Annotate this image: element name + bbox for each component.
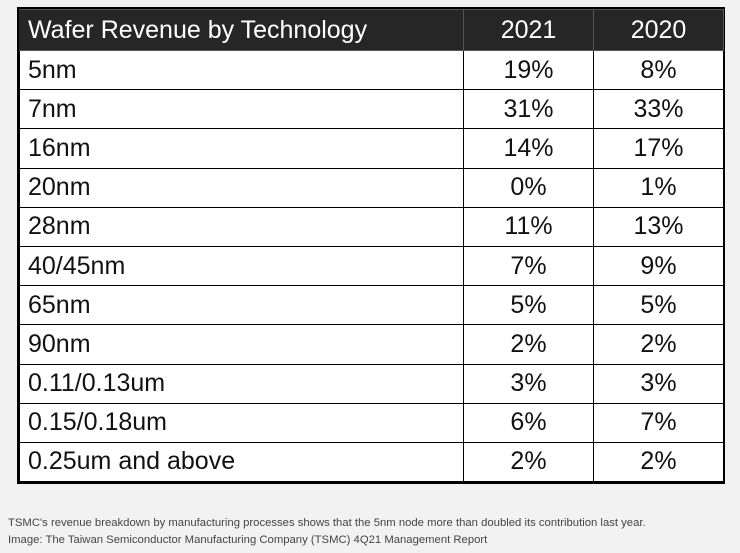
row-value-2020: 13%	[593, 206, 724, 247]
table-row: 0.25um and above 2% 2%	[19, 441, 724, 483]
table-row: 28nm 11% 13%	[19, 206, 724, 247]
row-value-2020: 3%	[593, 363, 724, 404]
table-row: 90nm 2% 2%	[19, 324, 724, 365]
row-value-2020: 8%	[593, 49, 724, 91]
header-year-2020: 2020	[593, 9, 724, 51]
row-value-2021: 0%	[463, 167, 594, 208]
row-value-2020: 33%	[593, 89, 724, 130]
row-value-2021: 6%	[463, 402, 594, 443]
row-value-2020: 5%	[593, 285, 724, 326]
header-year-2021: 2021	[463, 9, 594, 51]
row-value-2020: 2%	[593, 441, 724, 483]
row-technology: 0.11/0.13um	[19, 363, 464, 404]
row-value-2020: 2%	[593, 324, 724, 365]
table-header-row: Wafer Revenue by Technology 2021 2020	[19, 9, 724, 51]
row-value-2021: 2%	[463, 324, 594, 365]
row-value-2020: 7%	[593, 402, 724, 443]
header-technology: Wafer Revenue by Technology	[19, 9, 464, 51]
table-row: 16nm 14% 17%	[19, 128, 724, 169]
row-technology: 16nm	[19, 128, 464, 169]
row-value-2021: 11%	[463, 206, 594, 247]
table-row: 7nm 31% 33%	[19, 89, 724, 130]
table-row: 40/45nm 7% 9%	[19, 245, 724, 287]
table-row: 0.15/0.18um 6% 7%	[19, 402, 724, 443]
row-value-2021: 5%	[463, 285, 594, 326]
table-row: 20nm 0% 1%	[19, 167, 724, 208]
row-technology: 5nm	[19, 49, 464, 91]
row-technology: 0.15/0.18um	[19, 402, 464, 443]
row-technology: 90nm	[19, 324, 464, 365]
image-caption: TSMC's revenue breakdown by manufacturin…	[8, 515, 733, 549]
row-value-2021: 7%	[463, 245, 594, 287]
row-value-2021: 2%	[463, 441, 594, 483]
wafer-revenue-table: Wafer Revenue by Technology 2021 2020 5n…	[19, 9, 724, 483]
table-row: 65nm 5% 5%	[19, 285, 724, 326]
row-value-2021: 3%	[463, 363, 594, 404]
table-row: 5nm 19% 8%	[19, 49, 724, 91]
revenue-table-container: Wafer Revenue by Technology 2021 2020 5n…	[17, 7, 725, 485]
table-row: 0.11/0.13um 3% 3%	[19, 363, 724, 404]
row-technology: 40/45nm	[19, 245, 464, 287]
caption-credit: Image: The Taiwan Semiconductor Manufact…	[8, 534, 488, 546]
row-value-2021: 31%	[463, 89, 594, 130]
row-value-2021: 14%	[463, 128, 594, 169]
row-value-2020: 9%	[593, 245, 724, 287]
caption-description: TSMC's revenue breakdown by manufacturin…	[8, 517, 646, 529]
row-technology: 65nm	[19, 285, 464, 326]
row-technology: 0.25um and above	[19, 441, 464, 483]
row-value-2021: 19%	[463, 49, 594, 91]
row-technology: 28nm	[19, 206, 464, 247]
row-technology: 7nm	[19, 89, 464, 130]
row-value-2020: 17%	[593, 128, 724, 169]
row-value-2020: 1%	[593, 167, 724, 208]
row-technology: 20nm	[19, 167, 464, 208]
